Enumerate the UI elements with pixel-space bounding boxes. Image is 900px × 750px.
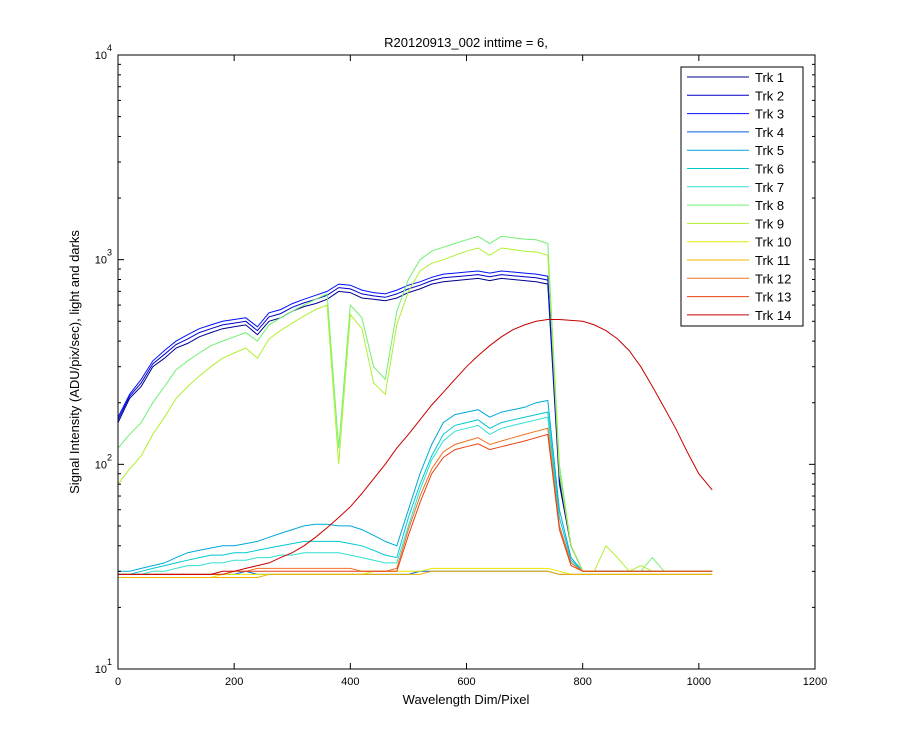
- x-tick-label: 600: [457, 676, 475, 688]
- legend-label-trk-12: Trk 12: [755, 271, 791, 286]
- legend-label-trk-9: Trk 9: [755, 216, 784, 231]
- y-tick-label-base: 10: [95, 459, 107, 471]
- chart-title: R20120913_002 inttime = 6,: [384, 35, 548, 50]
- legend-label-trk-1: Trk 1: [755, 70, 784, 85]
- y-tick-label-exponent: 2: [107, 452, 112, 462]
- x-tick-label: 400: [341, 676, 359, 688]
- series-layer: [117, 235, 713, 578]
- legend-label-trk-7: Trk 7: [755, 180, 784, 195]
- x-tick-label: 800: [573, 676, 591, 688]
- legend-label-trk-14: Trk 14: [755, 308, 791, 323]
- x-tick-label: 200: [225, 676, 243, 688]
- legend-label-trk-4: Trk 4: [755, 125, 784, 140]
- series-line-trk-14: [118, 319, 713, 575]
- legend-label-trk-13: Trk 13: [755, 290, 791, 305]
- x-tick-label: 1200: [803, 676, 827, 688]
- legend-label-trk-8: Trk 8: [755, 198, 784, 213]
- y-tick-label-exponent: 1: [107, 657, 112, 667]
- legend-label-trk-6: Trk 6: [755, 162, 784, 177]
- x-axis-label: Wavelength Dim/Pixel: [403, 692, 530, 707]
- x-tick-label: 0: [115, 676, 121, 688]
- legend-label-trk-5: Trk 5: [755, 143, 784, 158]
- x-tick-label: 1000: [687, 676, 711, 688]
- legend-label-trk-2: Trk 2: [755, 88, 784, 103]
- y-tick-label-base: 10: [95, 50, 107, 62]
- y-tick-label-base: 10: [95, 255, 107, 267]
- y-tick-label-exponent: 4: [107, 43, 112, 53]
- legend-label-trk-10: Trk 10: [755, 235, 791, 250]
- legend: Trk 1 Trk 2 Trk 3 Trk 4 Trk 5 Trk 6 Trk 7 Trk 8…: [680, 66, 804, 327]
- series-line-trk-13: [118, 433, 713, 575]
- legend-label-trk-11: Trk 11: [755, 253, 790, 268]
- y-tick-label-exponent: 3: [107, 248, 112, 258]
- series-line-trk-11: [118, 570, 713, 578]
- series-line-trk-9: [117, 247, 713, 572]
- y-tick-label-base: 10: [95, 664, 107, 676]
- y-axis-label: Signal Intensity (ADU/pix/sec), light an…: [67, 230, 82, 494]
- x-axis: 0 200 400 600 800 1000 1200: [115, 55, 827, 688]
- legend-box: [680, 66, 804, 327]
- legend-label-trk-3: Trk 3: [755, 107, 784, 122]
